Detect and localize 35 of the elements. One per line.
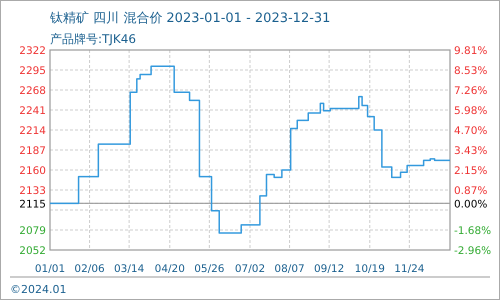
y2-tick-label: 0.00%: [454, 198, 488, 211]
x-tick-label: 02/06: [74, 263, 106, 275]
y-tick-label: 2187: [19, 145, 46, 157]
x-tick-label: 07/02: [234, 263, 266, 275]
x-tick-label: 01/01: [34, 263, 66, 275]
y-tick-label: 2052: [19, 245, 46, 257]
y2-tick-label: 8.53%: [454, 65, 488, 78]
y2-tick-label: 0.87%: [454, 185, 488, 198]
y2-tick-label: 5.98%: [454, 104, 488, 117]
y-tick-label: 2214: [19, 125, 46, 137]
x-tick-label: 04/20: [154, 263, 185, 275]
y2-tick-label: -2.96%: [454, 245, 492, 257]
y-tick-label: 2322: [19, 45, 46, 57]
y2-tick-label: 4.70%: [454, 125, 488, 138]
x-tick-label: 11/24: [394, 263, 425, 275]
y-tick-label: 2115: [19, 198, 46, 210]
y-tick-label: 2133: [19, 185, 46, 197]
x-tick-label: 05/26: [194, 263, 225, 275]
y-tick-label: 2268: [19, 85, 46, 97]
y2-tick-label: 7.26%: [454, 84, 488, 97]
y-tick-label: 2079: [19, 225, 46, 237]
x-tick-label: 08/07: [274, 263, 305, 275]
text: ©2024.01: [10, 283, 66, 296]
x-tick-label: 09/12: [314, 263, 344, 275]
x-tick-label: 03/14: [114, 263, 145, 275]
chart-title: 钛精矿 四川 混合价 2023-01-01 - 2023-12-31: [49, 11, 330, 26]
y-tick-label: 2160: [19, 165, 46, 177]
y2-tick-label: 9.81%: [454, 45, 488, 57]
y-tick-label: 2295: [19, 65, 46, 77]
y2-tick-label: 2.15%: [454, 164, 488, 177]
chart-subtitle: 产品牌号:TJK46: [50, 32, 136, 46]
x-tick-label: 10/19: [354, 263, 385, 275]
y2-tick-label: -1.68%: [454, 224, 492, 237]
y2-tick-label: 3.43%: [454, 144, 488, 157]
y-tick-label: 2241: [19, 105, 46, 117]
